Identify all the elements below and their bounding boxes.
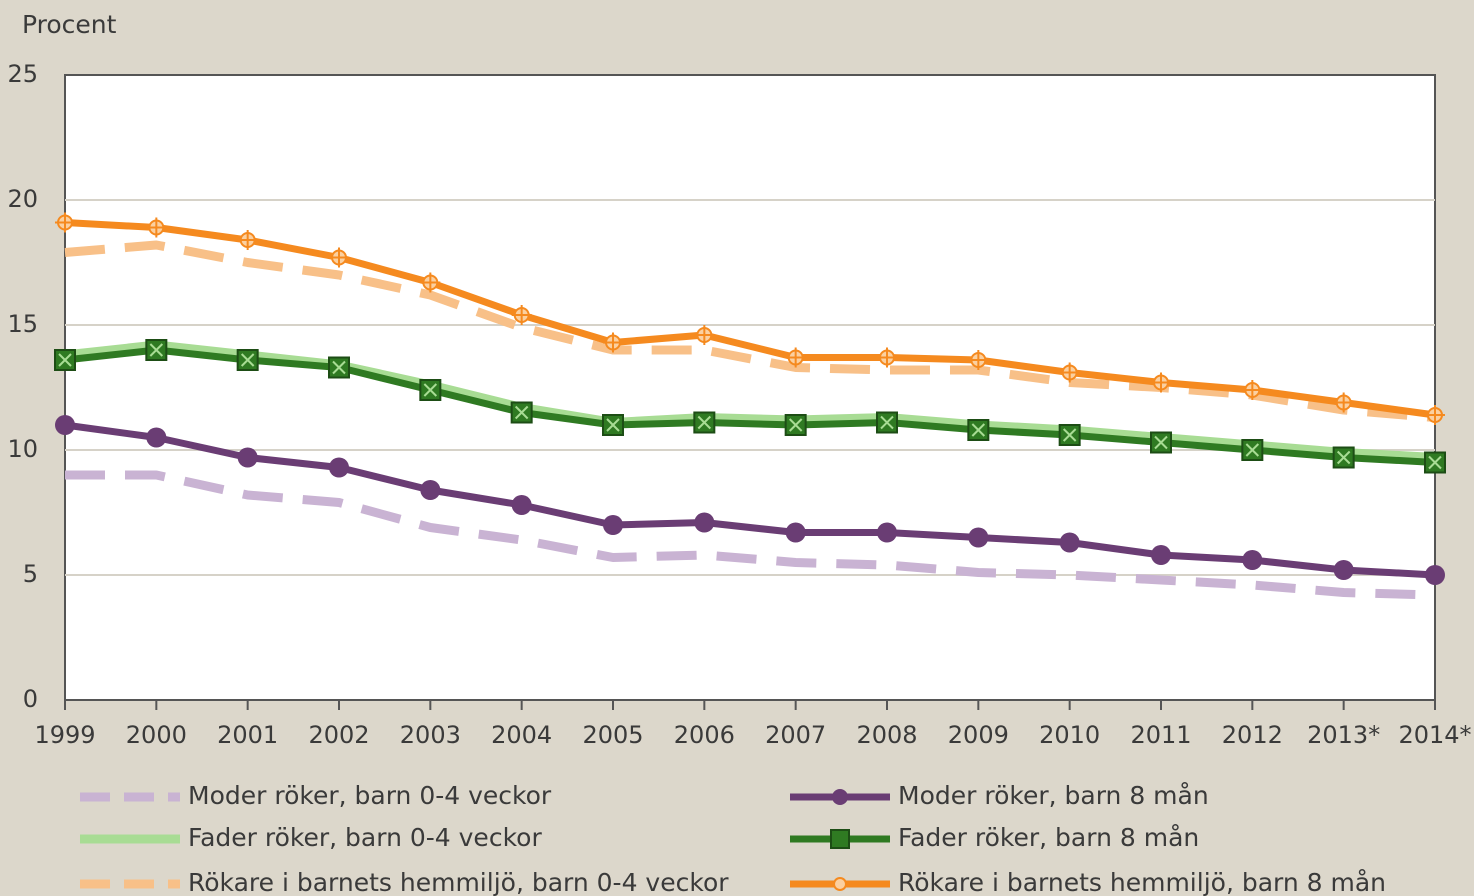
legend-label: Rökare i barnets hemmiljö, barn 8 mån: [898, 868, 1386, 896]
x-tick-label: 2012: [1222, 721, 1283, 749]
marker: [55, 415, 75, 435]
marker: [1333, 560, 1354, 580]
marker-cross: [1154, 435, 1168, 450]
marker-star: [329, 247, 349, 268]
marker-cross: [1336, 450, 1351, 465]
x-tick-label: 2011: [1130, 721, 1191, 749]
legend-marker: [830, 829, 850, 849]
marker-cross: [1428, 455, 1442, 470]
marker-star: [55, 212, 75, 233]
marker-star: [877, 347, 897, 368]
marker-star: [968, 350, 989, 370]
y-tick-label: 15: [7, 310, 38, 338]
x-tick-label: 2013*: [1307, 721, 1380, 749]
marker-star: [1333, 392, 1354, 413]
marker-star: [1059, 362, 1080, 383]
x-tick-label: 2007: [765, 721, 826, 749]
y-tick-label: 10: [7, 435, 38, 463]
marker-cross: [606, 418, 620, 432]
legend-label: Moder röker, barn 8 mån: [898, 781, 1209, 810]
marker: [877, 522, 897, 543]
x-tick-label: 1999: [34, 721, 95, 749]
marker: [1059, 532, 1080, 553]
x-tick-label: 2005: [582, 721, 643, 749]
y-axis-label: Procent: [22, 10, 117, 39]
marker-cross: [58, 353, 72, 367]
x-tick-label: 2010: [1039, 721, 1100, 749]
marker-star: [1151, 372, 1171, 393]
legend-marker: [832, 789, 848, 805]
y-tick-label: 5: [23, 560, 38, 588]
x-tick-label: 2004: [491, 721, 552, 749]
marker: [146, 427, 167, 448]
marker: [1242, 550, 1263, 570]
x-tick-label: 2002: [308, 721, 369, 749]
y-tick-label: 25: [7, 60, 38, 88]
marker-cross: [1245, 443, 1260, 457]
legend-label: Fader röker, barn 8 mån: [898, 823, 1199, 852]
marker: [420, 480, 441, 500]
marker: [1425, 565, 1445, 585]
marker-cross: [971, 423, 986, 437]
marker-cross: [514, 405, 529, 420]
x-tick-label: 2001: [217, 721, 278, 749]
legend-label: Moder röker, barn 0-4 veckor: [188, 781, 552, 810]
marker-star: [785, 347, 806, 368]
legend-label: Rökare i barnets hemmiljö, barn 0-4 veck…: [188, 868, 729, 896]
y-tick-label: 20: [7, 185, 38, 213]
marker-cross: [1062, 428, 1077, 442]
x-tick-label: 2006: [674, 721, 735, 749]
series-line: [64, 219, 1436, 419]
marker: [1151, 545, 1171, 565]
marker-cross: [423, 383, 438, 397]
marker-star: [511, 305, 532, 325]
x-tick-label: 2000: [126, 721, 187, 749]
marker-cross: [332, 360, 346, 375]
marker-star: [146, 217, 167, 238]
marker: [237, 447, 258, 468]
marker-star: [694, 325, 715, 345]
marker-cross: [697, 415, 712, 430]
series-line: [64, 346, 1436, 466]
x-tick-label: 2009: [948, 721, 1009, 749]
series-line: [64, 340, 1436, 462]
marker: [603, 515, 623, 535]
marker: [968, 527, 989, 548]
series-line: [64, 240, 1436, 422]
marker: [329, 457, 349, 478]
marker-star: [1242, 380, 1263, 400]
marker-star: [237, 230, 258, 250]
x-tick-label: 2014*: [1398, 721, 1471, 749]
marker-cross: [240, 353, 255, 367]
marker-cross: [149, 343, 164, 357]
series-line: [64, 421, 1436, 579]
y-tick-label: 0: [23, 685, 38, 713]
marker-cross: [788, 418, 803, 432]
series-line: [65, 470, 1436, 600]
marker-cross: [880, 415, 894, 430]
marker-star: [420, 272, 441, 293]
marker: [694, 512, 715, 533]
marker-star: [1425, 405, 1445, 425]
x-tick-label: 2008: [856, 721, 917, 749]
marker: [511, 495, 532, 515]
marker-star: [603, 332, 623, 353]
legend-label: Fader röker, barn 0-4 veckor: [188, 823, 542, 852]
legend-marker: [833, 877, 847, 891]
marker: [785, 522, 806, 543]
x-tick-label: 2003: [400, 721, 461, 749]
